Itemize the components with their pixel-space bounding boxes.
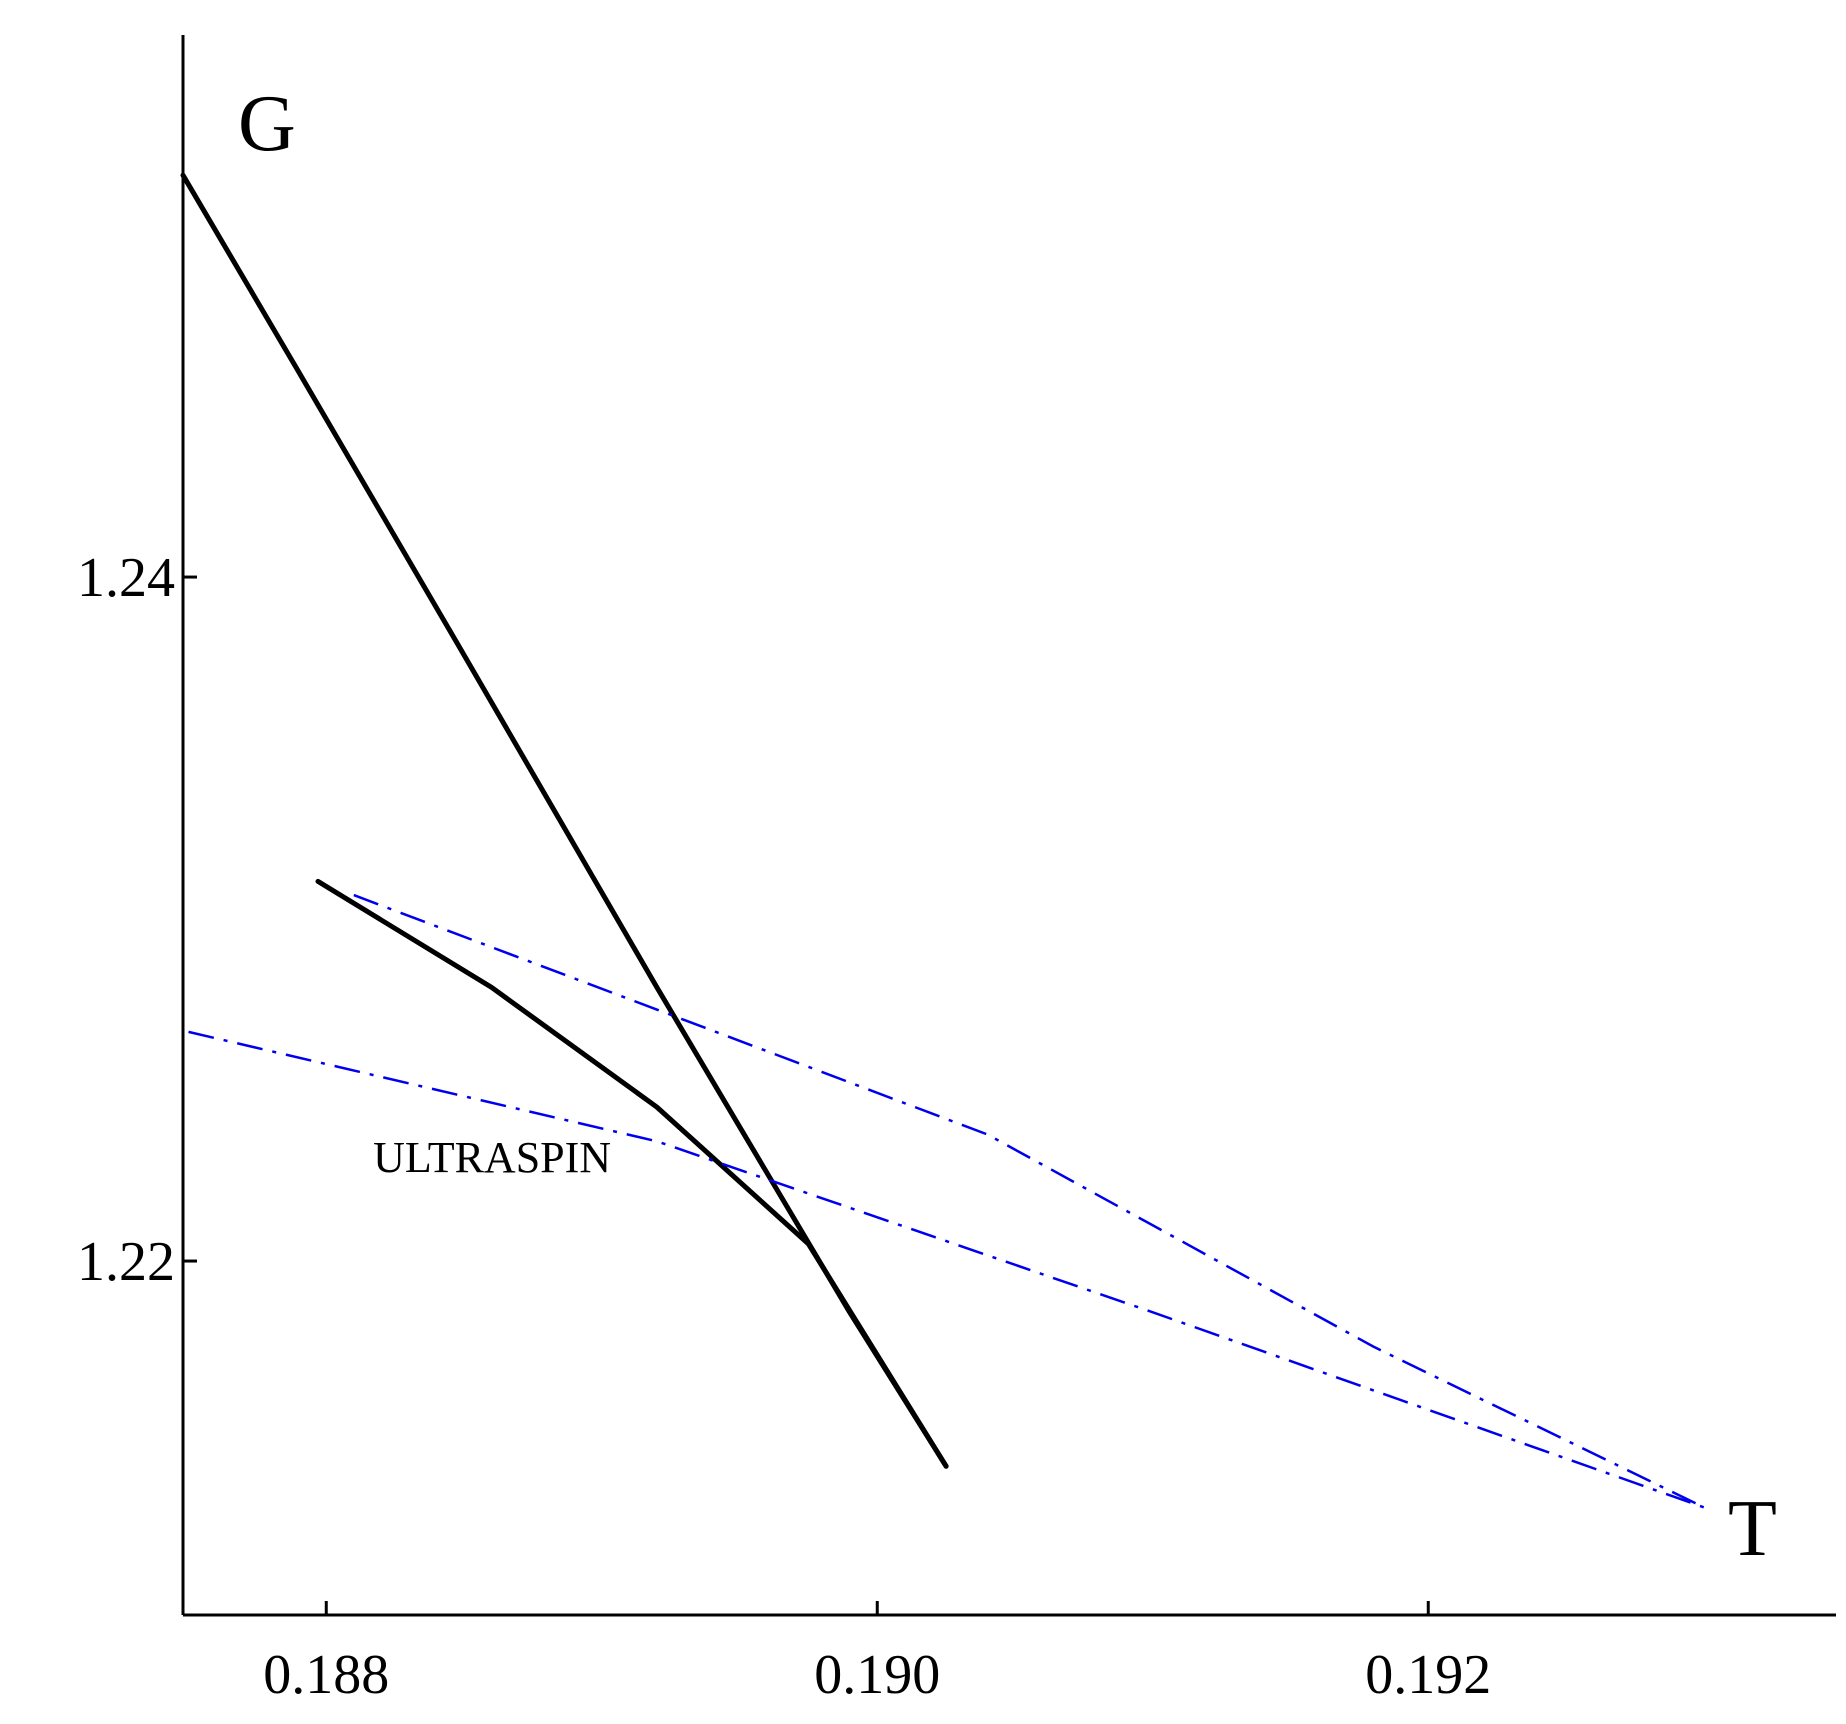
x-axis-title: T <box>1728 1485 1777 1573</box>
y-tick-label: 1.24 <box>77 547 175 609</box>
series-line-3 <box>188 1030 1705 1509</box>
y-axis-title: G <box>238 80 296 168</box>
x-tick-label: 0.190 <box>814 1644 940 1706</box>
labels-layer: 0.188 0.190 0.192 1.22 1.24 G T ULTRASPIN <box>77 80 1777 1706</box>
series-layer <box>180 172 1705 1509</box>
annotation-label: ULTRASPIN <box>373 1133 611 1182</box>
series-line-4 <box>353 893 1705 1509</box>
axes-layer <box>181 35 1836 1617</box>
x-tick-label: 0.192 <box>1365 1644 1491 1706</box>
series-line-1 <box>180 172 949 1469</box>
series-line-2 <box>315 878 949 1469</box>
x-tick-label: 0.188 <box>263 1644 389 1706</box>
y-tick-label: 1.22 <box>77 1231 175 1293</box>
